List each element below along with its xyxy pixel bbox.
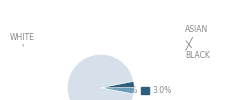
Text: ASIAN: ASIAN xyxy=(185,26,208,50)
Wedge shape xyxy=(101,88,134,94)
Text: BLACK: BLACK xyxy=(185,41,210,60)
Wedge shape xyxy=(67,54,134,100)
Text: WHITE: WHITE xyxy=(10,32,35,46)
Wedge shape xyxy=(101,81,134,88)
Legend: 93.9%, 3.0%, 3.0%: 93.9%, 3.0%, 3.0% xyxy=(66,83,174,98)
